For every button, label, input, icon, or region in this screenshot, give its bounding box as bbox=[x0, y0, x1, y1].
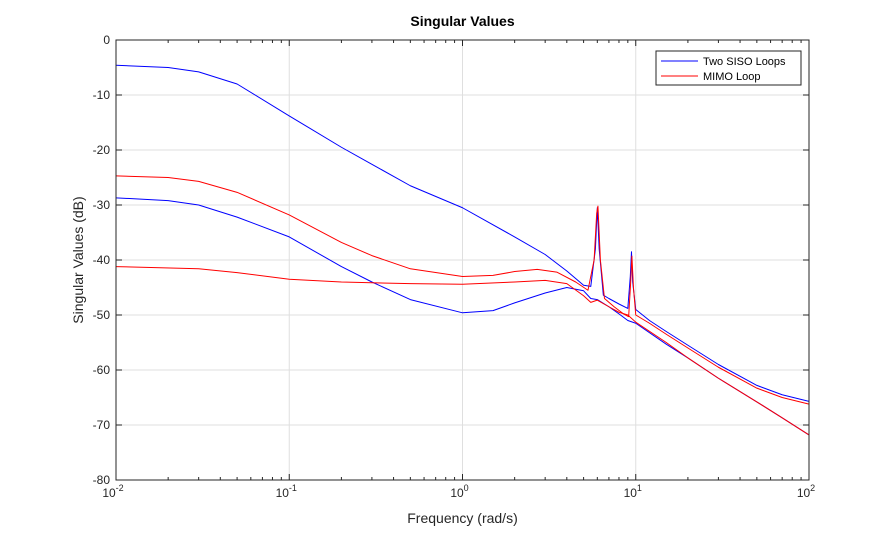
chart-title: Singular Values bbox=[410, 13, 514, 29]
y-tick-label: -80 bbox=[93, 473, 111, 487]
x-tick-label: 101 bbox=[624, 483, 642, 500]
y-tick-label: -20 bbox=[93, 143, 111, 157]
y-tick-label: 0 bbox=[103, 33, 110, 47]
legend: Two SISO Loops MIMO Loop bbox=[655, 50, 802, 86]
y-tick-label: -50 bbox=[93, 308, 111, 322]
series-line-mimo-loop-2 bbox=[115, 266, 810, 436]
y-tick-label: -70 bbox=[93, 418, 111, 432]
y-axis-label: Singular Values (dB) bbox=[70, 196, 86, 323]
y-tick-label: -30 bbox=[93, 198, 111, 212]
legend-label-two-siso-loops: Two SISO Loops bbox=[703, 56, 786, 68]
y-tick-label: -60 bbox=[93, 363, 111, 377]
legend-label-mimo-loop: MIMO Loop bbox=[703, 71, 760, 83]
x-tick-label: 10-2 bbox=[102, 483, 123, 500]
x-tick-label: 100 bbox=[450, 483, 468, 500]
x-axis-label: Frequency (rad/s) bbox=[407, 510, 517, 526]
x-tick-label: 102 bbox=[797, 483, 815, 500]
legend-box bbox=[655, 50, 802, 86]
series-layer bbox=[115, 64, 810, 436]
series-line-two-siso-loops-1 bbox=[115, 64, 810, 402]
y-axis-ticks: 0 -10 -20 -30 -40 -50 -60 -70 -80 bbox=[93, 33, 809, 487]
x-axis-ticks: 10-2 10-1 100 101 102 bbox=[102, 40, 815, 500]
y-tick-label: -40 bbox=[93, 253, 111, 267]
x-tick-label: 10-1 bbox=[276, 483, 297, 500]
series-line-mimo-loop-1 bbox=[115, 175, 810, 405]
y-tick-label: -10 bbox=[93, 88, 111, 102]
